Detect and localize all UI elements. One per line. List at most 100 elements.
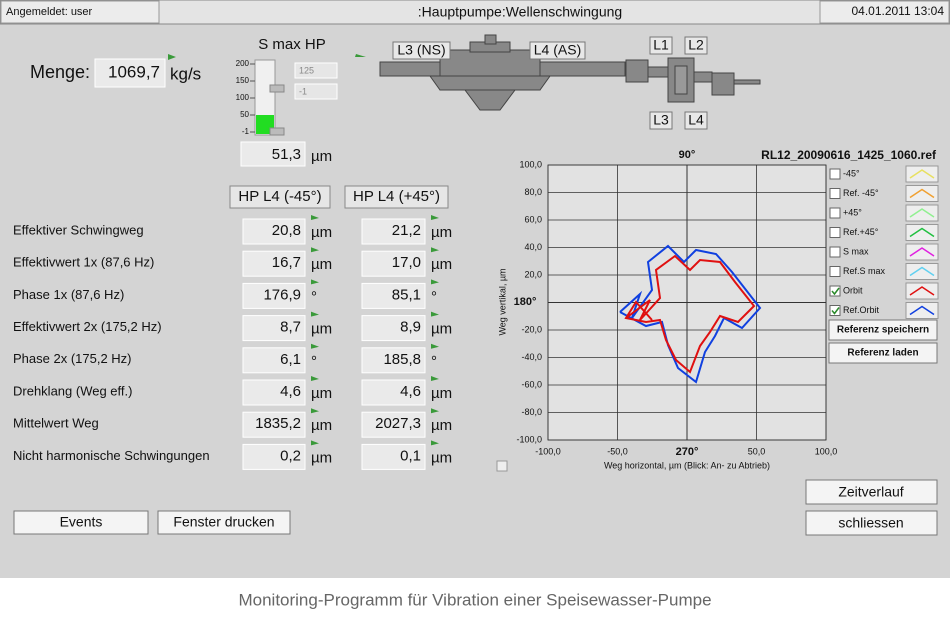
- y-tick-label: -80,0: [521, 407, 542, 417]
- legend-label: Ref.Orbit: [843, 305, 880, 315]
- y-tick-label: -100,0: [516, 434, 542, 444]
- unit: µm: [311, 417, 332, 434]
- pump-label: L3: [653, 112, 669, 128]
- pump-label-box: [684, 36, 708, 55]
- date-box: [819, 0, 950, 24]
- flag: [168, 54, 176, 60]
- button-label: schliessen: [838, 515, 903, 531]
- button[interactable]: [828, 342, 938, 364]
- flag: [431, 343, 439, 349]
- checkbox[interactable]: [829, 207, 841, 219]
- row-label: Effektivwert 1x (87,6 Hz): [13, 255, 154, 270]
- flow-unit: kg/s: [170, 64, 201, 83]
- pump-label-box: [649, 111, 673, 130]
- gauge-slider: [269, 84, 285, 93]
- user: Angemeldet: user: [6, 6, 93, 18]
- value: 20,8: [272, 222, 301, 239]
- gauge-scale-label: 100: [236, 93, 250, 102]
- row-label: Phase 2x (175,2 Hz): [13, 351, 132, 366]
- user-box: [0, 0, 160, 24]
- upper-limit: 125: [299, 65, 314, 75]
- unit: µm: [431, 256, 452, 273]
- button[interactable]: [805, 510, 938, 536]
- gauge-box: [240, 141, 306, 167]
- legend-swatch-box: [905, 224, 939, 241]
- value-box: [361, 379, 426, 406]
- checkbox[interactable]: [829, 227, 841, 238]
- value-box: [242, 379, 306, 406]
- flag: [431, 311, 439, 317]
- checkbox[interactable]: [829, 168, 841, 180]
- checkmark: [831, 287, 840, 296]
- value-box: [361, 218, 426, 245]
- legend-label: Orbit: [843, 285, 863, 295]
- unit: µm: [431, 385, 452, 402]
- caption: Monitoring-Programm für Vibration einer …: [238, 590, 711, 609]
- pump-diagram: [355, 34, 761, 111]
- checkmark: [831, 307, 840, 315]
- flag: [431, 376, 439, 381]
- column-header: HP L4 (-45°): [238, 188, 321, 205]
- unit: µm: [311, 321, 332, 338]
- value-box: [242, 443, 306, 470]
- value-box: [361, 250, 426, 277]
- legend-swatch-box: [905, 302, 939, 319]
- unit: µm: [311, 449, 332, 466]
- legend-label: Ref. -45°: [843, 188, 879, 198]
- flag: [311, 440, 319, 446]
- label-90: 90°: [679, 149, 696, 161]
- gauge-unit: µm: [311, 148, 332, 165]
- flow-label: Menge:: [30, 62, 90, 82]
- x-tick-label: -50,0: [607, 446, 628, 456]
- checkbox[interactable]: [829, 188, 841, 199]
- column-header: HP L4 (+45°): [353, 188, 440, 205]
- x-tick-label: 50,0: [748, 446, 766, 456]
- value-box: [242, 282, 306, 309]
- legend-label: +45°: [843, 207, 862, 217]
- value-box: [242, 250, 306, 277]
- checkbox[interactable]: [829, 285, 841, 297]
- legend-label: -45°: [843, 168, 860, 178]
- checkbox[interactable]: [829, 246, 841, 258]
- value-box: [361, 315, 426, 342]
- value: 85,1: [392, 286, 421, 303]
- pump-label-box: [649, 36, 673, 55]
- legend-swatch-box: [905, 185, 939, 202]
- flag: [311, 408, 319, 414]
- y-tick-label: 20,0: [524, 269, 542, 279]
- row-label: Effektivwert 2x (175,2 Hz): [13, 319, 162, 334]
- flag: [311, 343, 319, 349]
- button-label: Zeitverlauf: [838, 484, 903, 500]
- flag: [431, 247, 439, 253]
- unit: µm: [311, 256, 332, 273]
- button[interactable]: [805, 479, 938, 505]
- pump-label: L4: [688, 112, 704, 128]
- value-box: [361, 443, 426, 470]
- legend-swatch: [909, 227, 935, 238]
- unit: °: [311, 288, 317, 305]
- value: 8,9: [400, 319, 421, 336]
- value: 176,9: [263, 286, 301, 303]
- gauge-slider: [269, 127, 285, 136]
- y-tick-label: 100,0: [519, 159, 542, 169]
- pump-label: L3 (NS): [397, 42, 445, 58]
- value-box: [361, 411, 426, 438]
- unit: µm: [431, 321, 452, 338]
- checkbox[interactable]: [829, 266, 841, 277]
- flag: [431, 279, 439, 285]
- button[interactable]: [828, 319, 938, 341]
- flag: [311, 247, 319, 253]
- unit: °: [311, 353, 317, 370]
- x-tick-label: 100,0: [815, 446, 838, 456]
- unit: µm: [431, 417, 452, 434]
- checkbox[interactable]: [496, 460, 508, 472]
- button[interactable]: [157, 510, 291, 535]
- value-box: [361, 347, 426, 374]
- legend-label: Ref.+45°: [843, 227, 879, 237]
- legend-swatch-box: [905, 165, 939, 183]
- value-box: [242, 315, 306, 342]
- x-axis-title: Weg horizontal, µm (Blick: An- zu Abtrie…: [604, 460, 770, 470]
- checkbox[interactable]: [829, 305, 841, 316]
- button[interactable]: [13, 510, 149, 535]
- legend-swatch: [909, 286, 935, 296]
